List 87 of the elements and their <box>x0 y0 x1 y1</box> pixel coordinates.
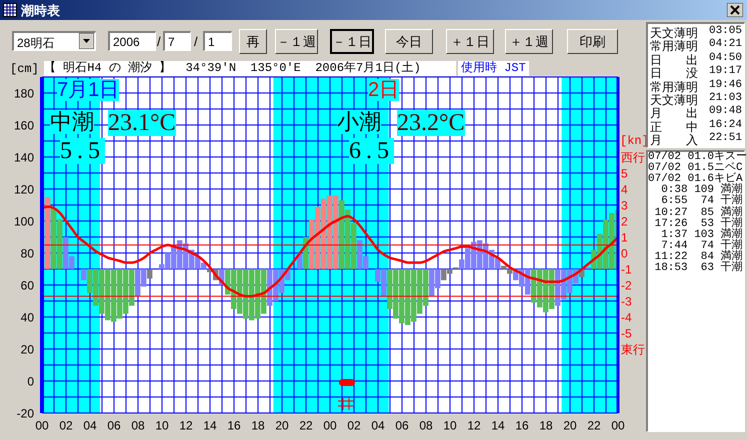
x-tick-label: 06 <box>395 418 409 433</box>
text: / <box>194 34 198 49</box>
text: 使用時 JST <box>461 61 526 75</box>
y2-tick-label: 1 <box>621 230 628 244</box>
text: 常用薄明 19:46 <box>650 78 742 94</box>
x-tick-label: 00 <box>611 418 625 433</box>
x-tick-label: 00 <box>323 418 337 433</box>
text: 月 出 09:48 <box>650 105 742 120</box>
y-tick-label: -20 <box>16 406 34 420</box>
text: 10:27 85 満潮 <box>654 206 743 218</box>
text: 再 <box>246 32 260 50</box>
text: 日 出 04:50 <box>650 52 742 67</box>
x-tick-label: 16 <box>227 418 241 433</box>
y-tick-label: 120 <box>14 182 34 196</box>
x-tick-label: 14 <box>203 418 217 433</box>
text: ＋１日 <box>450 32 490 50</box>
y-tick-label: 160 <box>14 118 34 132</box>
x-tick-label: 20 <box>563 418 577 433</box>
x-tick-label: 22 <box>299 418 313 433</box>
y-tick-label: 140 <box>14 150 34 164</box>
text: 正 中 16:24 <box>650 118 742 134</box>
text: －１週 <box>277 32 316 50</box>
x-tick-label: 08 <box>419 418 433 433</box>
text: 天文薄明 03:05 <box>650 25 742 40</box>
text: 印刷 <box>580 32 606 50</box>
x-tick-label: 10 <box>443 418 457 433</box>
x-tick-label: 20 <box>275 418 289 433</box>
text: 1 <box>208 35 215 49</box>
x-tick-label: 18 <box>539 418 553 433</box>
y-axis-title: [cm] <box>10 62 39 76</box>
y2-tick-label: 西行 <box>621 150 645 164</box>
x-tick-label: 00 <box>35 418 49 433</box>
text: ＋１週 <box>510 32 548 50</box>
y2-tick-label: -1 <box>621 262 632 276</box>
y2-tick-label: -5 <box>621 326 632 340</box>
text: 7 <box>168 35 175 49</box>
y2-tick-label: 4 <box>621 182 628 196</box>
text: 2006 <box>113 35 140 49</box>
y2-tick-label: 3 <box>621 198 628 212</box>
text: －１日 <box>332 32 372 50</box>
y-tick-label: 40 <box>20 310 34 324</box>
annotation: 中潮 <box>50 109 94 134</box>
annotation: 7月1日 <box>57 79 120 101</box>
y-tick-label: 20 <box>20 342 34 356</box>
x-tick-label: 02 <box>59 418 73 433</box>
y2-tick-label: 2 <box>621 214 628 228</box>
text: 07/02 01.0キスー <box>648 151 747 163</box>
y-tick-label: 60 <box>20 278 34 292</box>
annotation: 小潮 <box>337 109 381 134</box>
text: 月 入 22:51 <box>650 132 742 148</box>
text: 18:53 63 干潮 <box>654 262 743 274</box>
x-tick-label: 10 <box>155 418 169 433</box>
x-tick-label: 18 <box>251 418 265 433</box>
y2-tick-label: 東行 <box>621 342 645 356</box>
annotation: 23.1°C <box>108 110 176 136</box>
x-tick-label: 16 <box>515 418 529 433</box>
x-tick-label: 04 <box>371 418 385 433</box>
y2-tick-label: 0 <box>621 246 628 260</box>
chart-title: 潮時表 <box>21 3 60 18</box>
y2-tick-label: -2 <box>621 278 632 292</box>
text: 日 没 19:17 <box>650 65 742 80</box>
y-tick-label: 0 <box>27 374 34 388</box>
text: 常用薄明 04:21 <box>650 38 742 54</box>
text: 28明石 <box>17 36 54 50</box>
x-tick-label: 14 <box>491 418 505 433</box>
chart-subtitle: 【 明石H4 の 潮汐 】 34°39'N 135°0'E 2006年7月1日(土) <box>44 61 421 75</box>
annotation: 2日 <box>368 79 400 101</box>
annotation: 23.2°C <box>397 110 465 136</box>
x-tick-label: 04 <box>83 418 97 433</box>
annotation: 5.5 <box>60 138 105 164</box>
y-tick-label: 100 <box>14 214 34 228</box>
x-tick-label: 12 <box>179 418 193 433</box>
text: 天文薄明 21:03 <box>650 92 742 107</box>
y2-tick-label: -3 <box>621 294 632 308</box>
x-tick-label: 08 <box>131 418 145 433</box>
x-tick-label: 22 <box>587 418 601 433</box>
x-tick-label: 12 <box>467 418 481 433</box>
text: / <box>157 34 161 49</box>
y2-tick-label: -4 <box>621 310 632 324</box>
y-tick-label: 180 <box>14 86 34 100</box>
annotation: 6.5 <box>349 138 394 164</box>
y2-tick-label: 5 <box>621 166 628 180</box>
text: 今日 <box>396 32 422 50</box>
text: 6:55 74 干潮 <box>660 195 743 208</box>
x-tick-label: 06 <box>107 418 121 433</box>
y-tick-label: 80 <box>20 246 34 260</box>
x-tick-label: 02 <box>347 418 361 433</box>
